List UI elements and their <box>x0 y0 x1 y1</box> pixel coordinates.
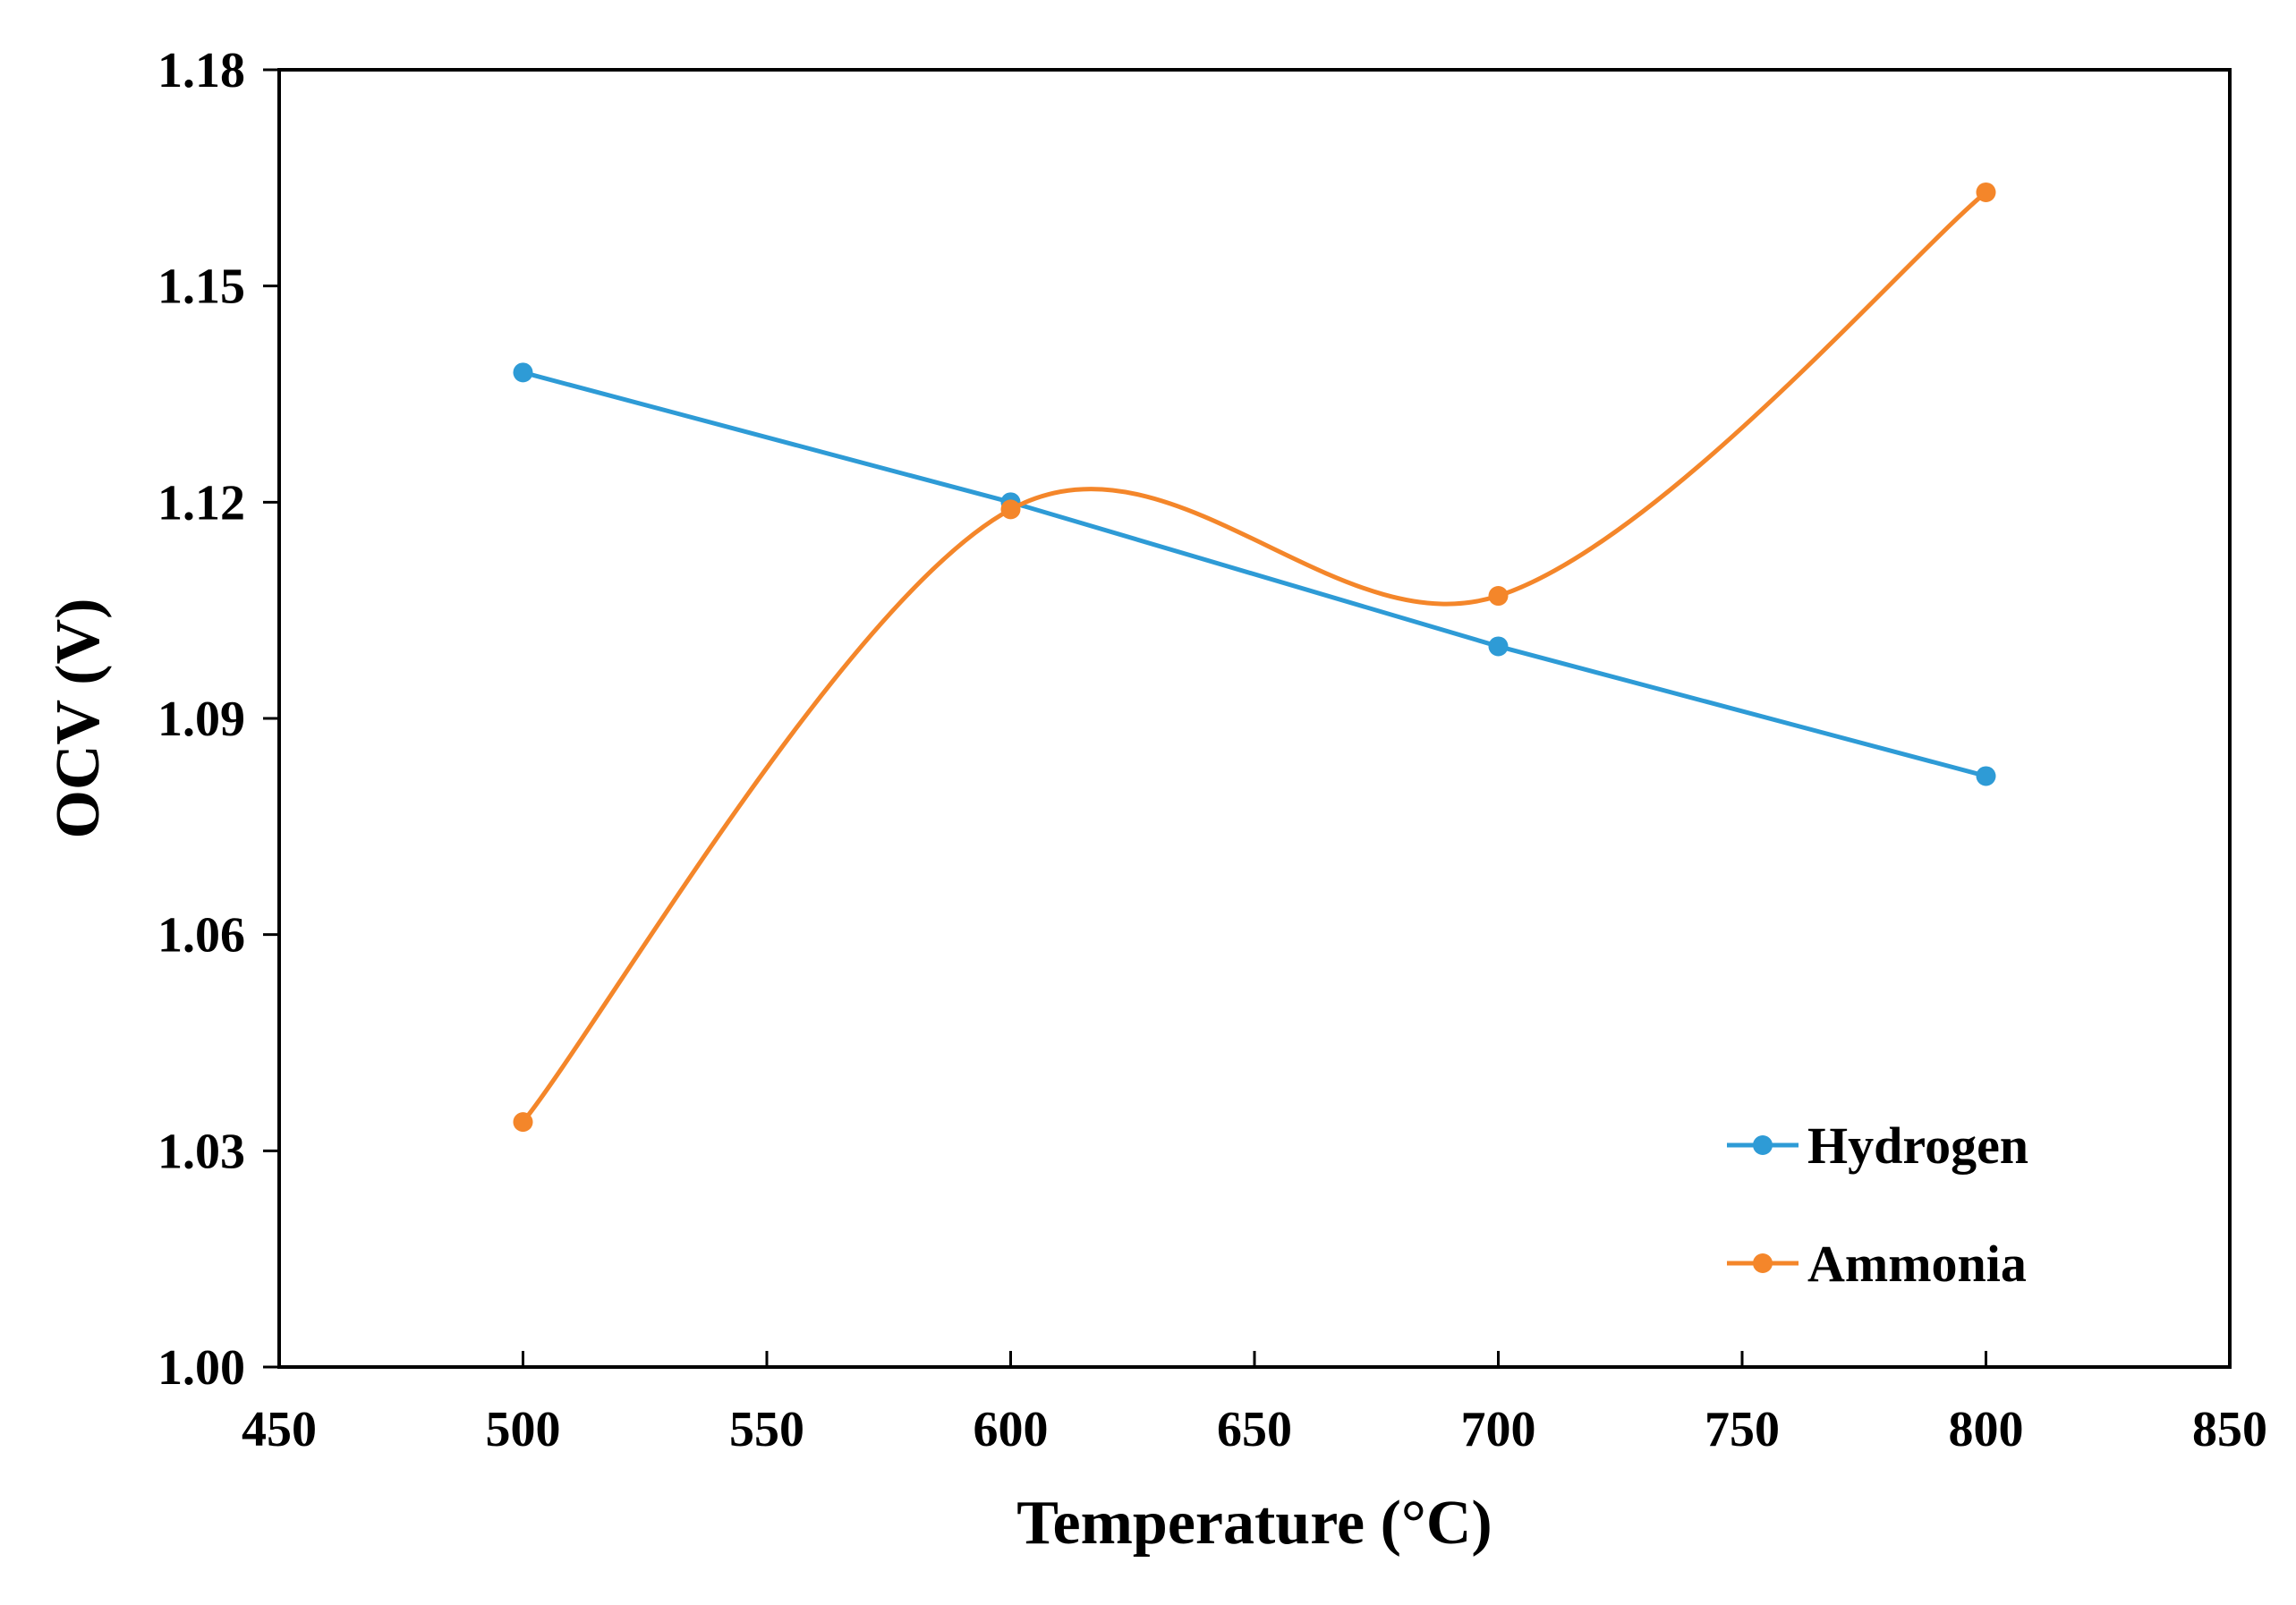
ammonia-data-point <box>1488 586 1509 607</box>
x-tick-label: 800 <box>1949 1402 2024 1457</box>
y-axis-ticks: 1.00 1.03 1.06 1.09 1.12 1.15 1.18 <box>157 43 279 1396</box>
series-layer <box>513 182 1996 1133</box>
x-tick-label: 450 <box>242 1402 317 1457</box>
hydrogen-legend-label: Hydrogen <box>1807 1117 2028 1175</box>
ammonia-data-point <box>1976 182 1996 202</box>
ammonia-series-line <box>521 190 1988 1125</box>
ammonia-legend-label: Ammonia <box>1807 1235 2027 1293</box>
y-tick-label: 1.18 <box>157 43 245 98</box>
x-axis-title: Temperature (°C) <box>1016 1489 1492 1558</box>
y-tick-label: 1.06 <box>157 908 245 964</box>
x-tick-label: 500 <box>486 1402 561 1457</box>
x-tick-label: 600 <box>974 1402 1049 1457</box>
hydrogen-data-point <box>513 362 533 383</box>
x-tick-label: 850 <box>2192 1402 2267 1457</box>
x-axis-ticks: 450 500 550 600 650 700 750 800 850 <box>242 1351 2267 1457</box>
x-tick-label: 650 <box>1217 1402 1292 1457</box>
y-tick-label: 1.09 <box>157 692 245 747</box>
hydrogen-data-point <box>1976 766 1996 786</box>
ammonia-data-point <box>1000 499 1021 520</box>
y-tick-label: 1.15 <box>157 259 245 315</box>
ammonia-legend-marker <box>1753 1253 1773 1273</box>
ammonia-data-point <box>513 1112 533 1133</box>
y-axis-title: OCV (V) <box>44 599 113 839</box>
hydrogen-data-point <box>1488 636 1509 657</box>
x-tick-label: 750 <box>1705 1402 1780 1457</box>
y-tick-label: 1.03 <box>157 1124 245 1179</box>
y-tick-label: 1.00 <box>157 1340 245 1396</box>
legend: Hydrogen Ammonia <box>1727 1117 2028 1293</box>
y-tick-label: 1.12 <box>157 475 245 531</box>
hydrogen-legend-marker <box>1753 1135 1773 1155</box>
hydrogen-series-line <box>521 369 1988 778</box>
x-tick-label: 550 <box>729 1402 804 1457</box>
x-tick-label: 700 <box>1461 1402 1536 1457</box>
